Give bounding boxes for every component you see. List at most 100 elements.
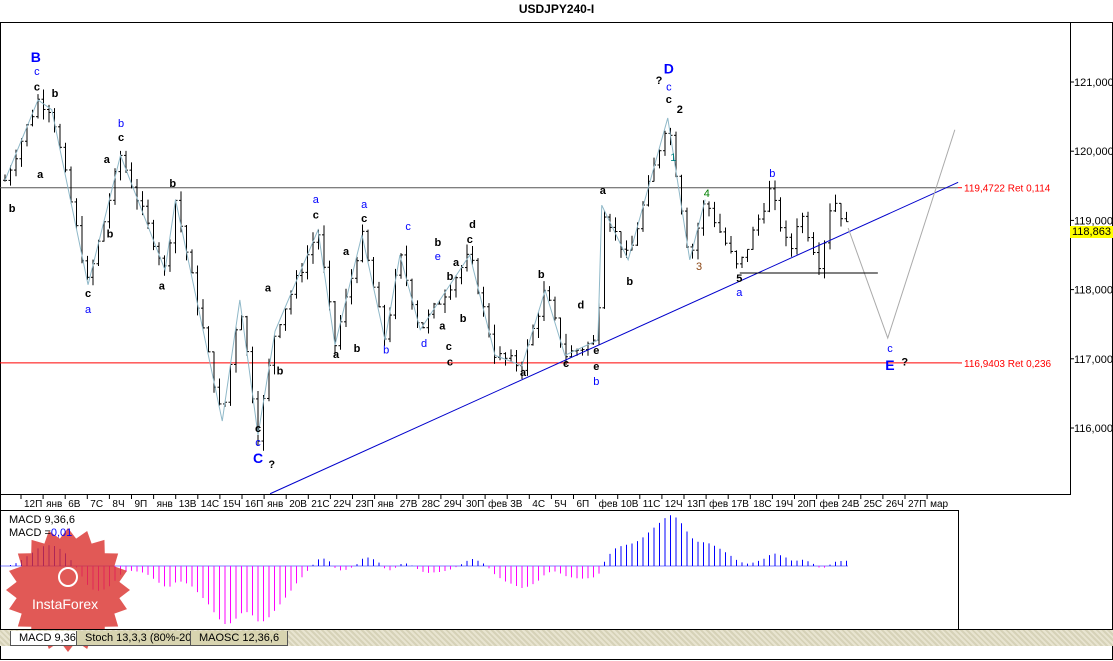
ohlc-bar (426, 309, 431, 334)
wave-label: b (383, 344, 389, 356)
ohlc-bar (602, 210, 607, 309)
wave-label: b (538, 269, 545, 281)
wave-label: d (469, 219, 476, 231)
wave-label: b (118, 118, 124, 130)
x-tick-label: 4С (532, 499, 545, 510)
level-label: 119,4722 Ret 0,114 (964, 184, 1051, 195)
macd-value: 0,01 (50, 527, 73, 539)
x-tick-label: янв (378, 499, 394, 510)
ohlc-bar (844, 211, 849, 223)
wave-label: b (52, 88, 59, 100)
x-tick-label: 30П (466, 499, 484, 510)
ohlc-bar (206, 326, 211, 353)
x-tick-label: 27В (400, 499, 418, 510)
ohlc-bar (377, 281, 381, 308)
ohlc-bar (366, 229, 370, 263)
watermark-text: InstaForex (32, 596, 99, 612)
wave-label: C (253, 450, 263, 466)
x-tick-label: 15Ч (223, 499, 241, 510)
wave-label: ? (268, 459, 275, 471)
ohlc-bar (734, 250, 739, 269)
ohlc-bar (360, 224, 365, 263)
x-tick-label: 20П (798, 499, 816, 510)
current-price-tag: 118,863 (1070, 226, 1113, 238)
x-tick-label: 5Ч (554, 499, 566, 510)
wave-label: ? (901, 357, 908, 369)
ohlc-bar (217, 378, 222, 406)
x-tick-label: 13П (687, 499, 705, 510)
projection-path (847, 129, 956, 340)
ohlc-bar (553, 296, 557, 321)
x-tick-label: 8Ч (112, 499, 124, 510)
ohlc-bar (536, 312, 541, 339)
ohlc-bar (828, 203, 832, 250)
x-tick-label: янв (157, 499, 173, 510)
ohlc-bar (63, 142, 68, 173)
x-tick-label: 11С (643, 499, 661, 510)
ohlc-bar (773, 180, 777, 211)
x-tick-label: фев (599, 498, 618, 510)
ohlc-bar (789, 233, 794, 257)
ohlc-bar (558, 317, 563, 348)
ohlc-bar (190, 249, 194, 274)
wave-label: b (277, 366, 284, 378)
wave-label: a (159, 281, 166, 293)
x-tick-label: 21С (311, 499, 329, 510)
tab-macd[interactable]: MACD 9,36,6 (10, 631, 95, 646)
ohlc-bar (311, 232, 315, 264)
ohlc-bar (663, 130, 667, 156)
wave-label: b (354, 343, 361, 355)
wave-label: d (421, 338, 427, 350)
ohlc-bar (613, 217, 618, 241)
ohlc-bar (195, 265, 200, 316)
wave-label: a (343, 246, 350, 258)
ohlc-bar (168, 239, 172, 272)
ohlc-bar (102, 220, 106, 242)
ohlc-bar (19, 138, 24, 167)
x-tick-label: 12Ч (665, 499, 683, 510)
x-tick-label: 24В (842, 499, 860, 510)
x-tick-label: 27П (908, 499, 926, 510)
wave-zigzag (4, 99, 706, 436)
chart-title: USDJPY240-I (518, 2, 595, 16)
ohlc-bar (300, 263, 304, 283)
wave-label: a (85, 304, 92, 316)
y-tick-label: 117,000 (1074, 354, 1113, 366)
ohlc-bar (481, 286, 486, 317)
wave-label: c (85, 288, 91, 300)
ohlc-bar (36, 94, 40, 119)
wave-label: a (361, 199, 368, 211)
ohlc-bar (514, 349, 519, 372)
ohlc-bar (707, 201, 711, 217)
wave-label: a (37, 169, 44, 181)
ohlc-bar (184, 224, 189, 261)
ohlc-bar (228, 363, 233, 406)
ohlc-bar (547, 286, 552, 302)
wave-label: c (405, 221, 411, 233)
ohlc-bar (580, 347, 585, 356)
ohlc-bar (454, 275, 458, 298)
tab-maosc[interactable]: MAOSC 12,36,6 (190, 631, 289, 646)
ohlc-bar (591, 335, 596, 345)
wave-label: c (361, 213, 367, 225)
x-tick-label: 14С (201, 499, 219, 510)
x-tick-label: 22Ч (333, 499, 351, 510)
ohlc-bar (355, 256, 359, 284)
wave-label: a (736, 287, 743, 299)
x-tick-label: 29Ч (444, 499, 462, 510)
wave-label: b (460, 313, 467, 325)
ohlc-bar (245, 315, 249, 356)
wave-label: c (446, 341, 452, 353)
wave-label: b (447, 271, 454, 283)
wave-label: e (593, 345, 599, 357)
x-tick-label: фев (488, 498, 507, 510)
wave-label: c (447, 357, 453, 369)
tab-stoch[interactable]: Stoch 13,3,3 (80%-20%) (76, 631, 214, 646)
ohlc-bar (811, 232, 816, 256)
ohlc-bar (712, 201, 717, 228)
wave-label: 1 (670, 152, 676, 164)
x-tick-label: 10В (621, 499, 639, 510)
ohlc-bar (146, 199, 150, 229)
x-tick-label: 19Ч (775, 499, 793, 510)
